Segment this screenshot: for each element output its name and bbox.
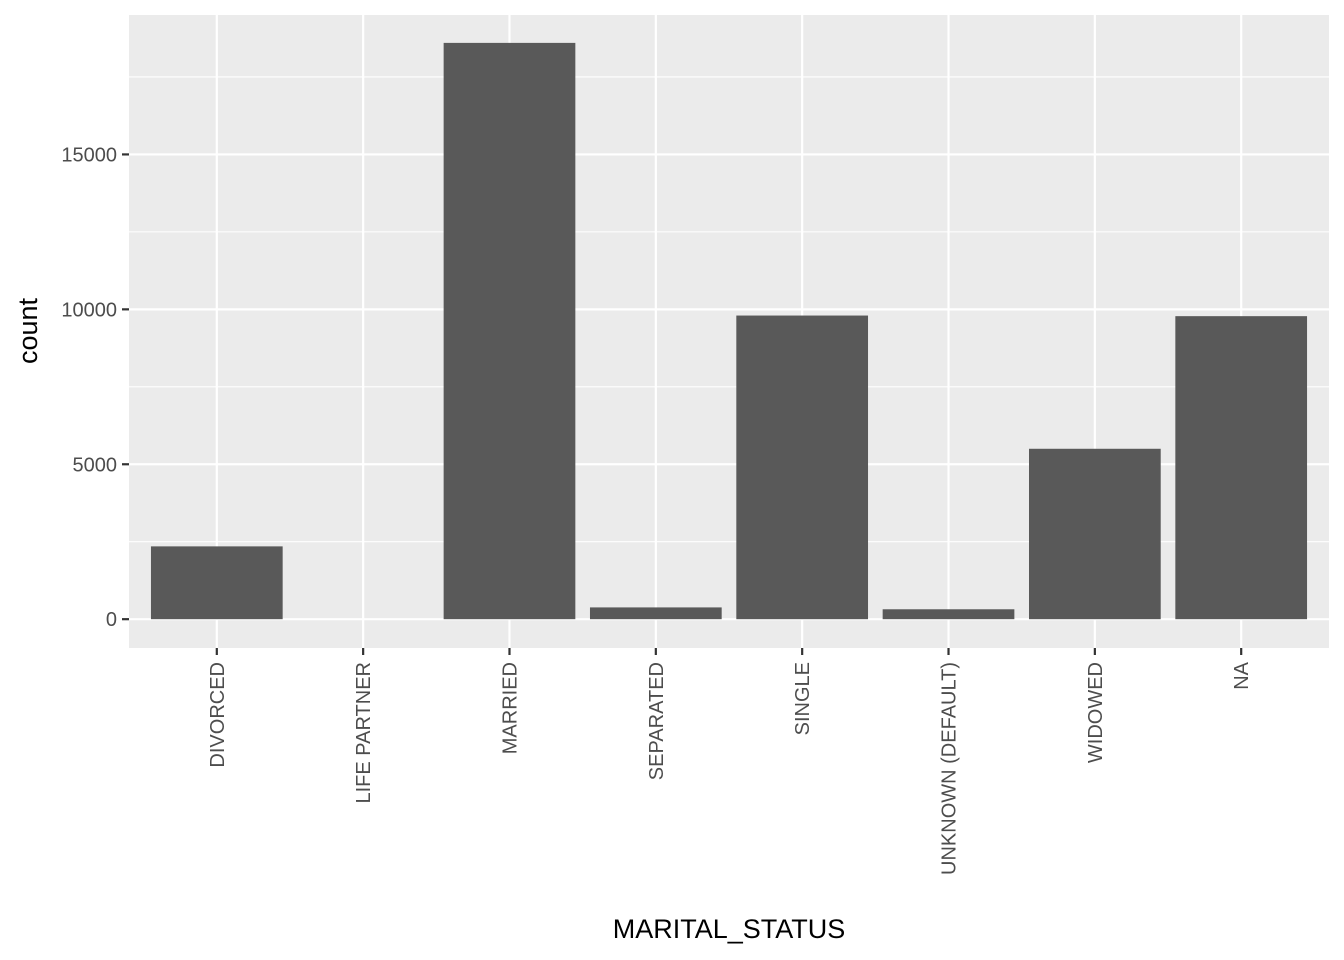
x-axis-title: MARITAL_STATUS (613, 914, 846, 944)
bar (882, 609, 1015, 620)
x-tick-label: LIFE PARTNER (353, 662, 375, 804)
y-axis-title: count (13, 297, 43, 364)
bar (443, 42, 576, 620)
x-tick-label: DIVORCED (207, 662, 229, 768)
x-tick-label: SINGLE (792, 662, 814, 735)
x-tick-label: SEPARATED (646, 662, 668, 780)
x-axis: DIVORCED LIFE PARTNER MARRIED SEPARATED SING… (207, 648, 1253, 875)
y-axis: 0 5000 10000 15000 (61, 144, 129, 631)
bar (1029, 448, 1161, 620)
bar (1175, 316, 1308, 620)
x-tick-label: WIDOWED (1085, 662, 1107, 763)
bars (150, 42, 1308, 620)
y-tick-label: 15000 (61, 144, 117, 166)
y-tick-label: 5000 (73, 454, 118, 476)
bar (589, 607, 722, 620)
x-tick-label: MARRIED (499, 662, 521, 754)
bar (736, 315, 869, 620)
y-tick-label: 10000 (61, 299, 117, 321)
x-tick-label: NA (1231, 661, 1253, 689)
x-tick-label: UNKNOWN (DEFAULT) (939, 662, 961, 875)
bar (150, 546, 283, 620)
y-tick-label: 0 (106, 609, 117, 631)
